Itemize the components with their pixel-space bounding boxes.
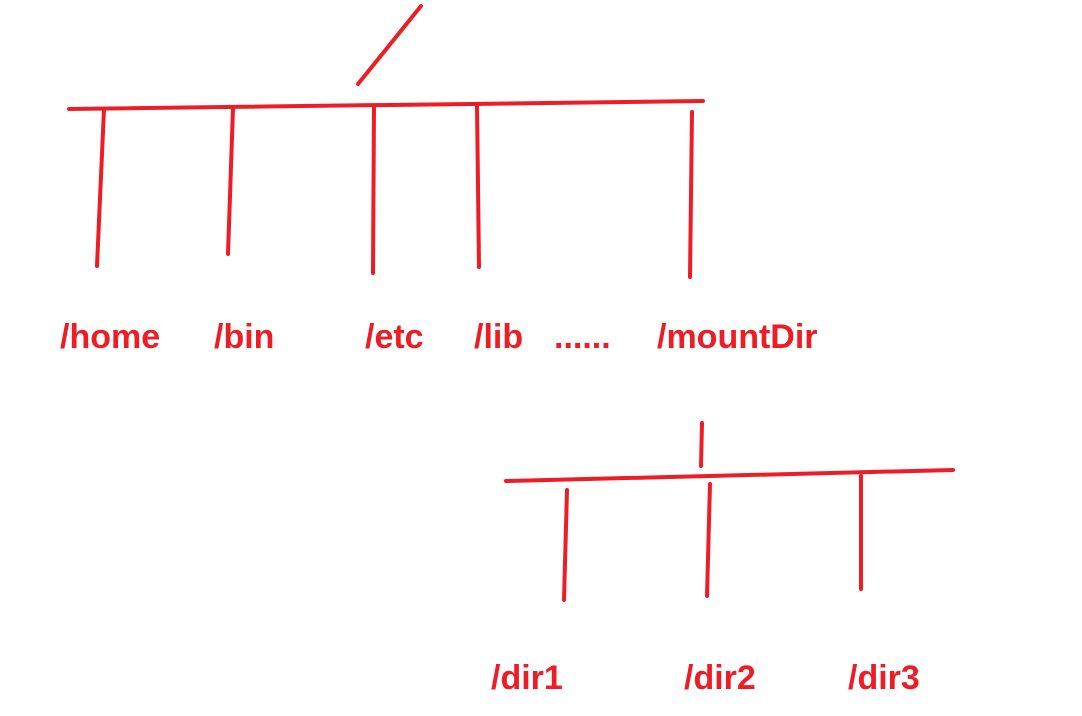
dir-label-mountdir: /mountDir xyxy=(657,318,818,356)
dir-label-dir1: /dir1 xyxy=(491,659,563,697)
dir-label-etc: /etc xyxy=(365,318,424,356)
branch-lib xyxy=(475,103,481,269)
branch-mountdir xyxy=(688,110,694,279)
dir-label-dir2: /dir2 xyxy=(684,659,756,697)
branch-etc xyxy=(371,104,376,275)
mount-horizontal-bar xyxy=(504,468,955,483)
branch-dir2 xyxy=(705,482,712,598)
ellipsis-label: ...... xyxy=(554,318,611,356)
dir-label-bin: /bin xyxy=(214,318,275,356)
branch-dir1 xyxy=(562,488,569,602)
dir-label-home: /home xyxy=(60,318,161,356)
branch-home xyxy=(95,107,106,268)
root-horizontal-bar xyxy=(67,99,705,111)
dir-label-lib: /lib xyxy=(474,318,524,356)
mount-parent-stub xyxy=(699,421,704,468)
root-parent-stub xyxy=(356,4,423,86)
dir-label-dir3: /dir3 xyxy=(848,659,920,697)
branch-bin xyxy=(226,106,235,256)
